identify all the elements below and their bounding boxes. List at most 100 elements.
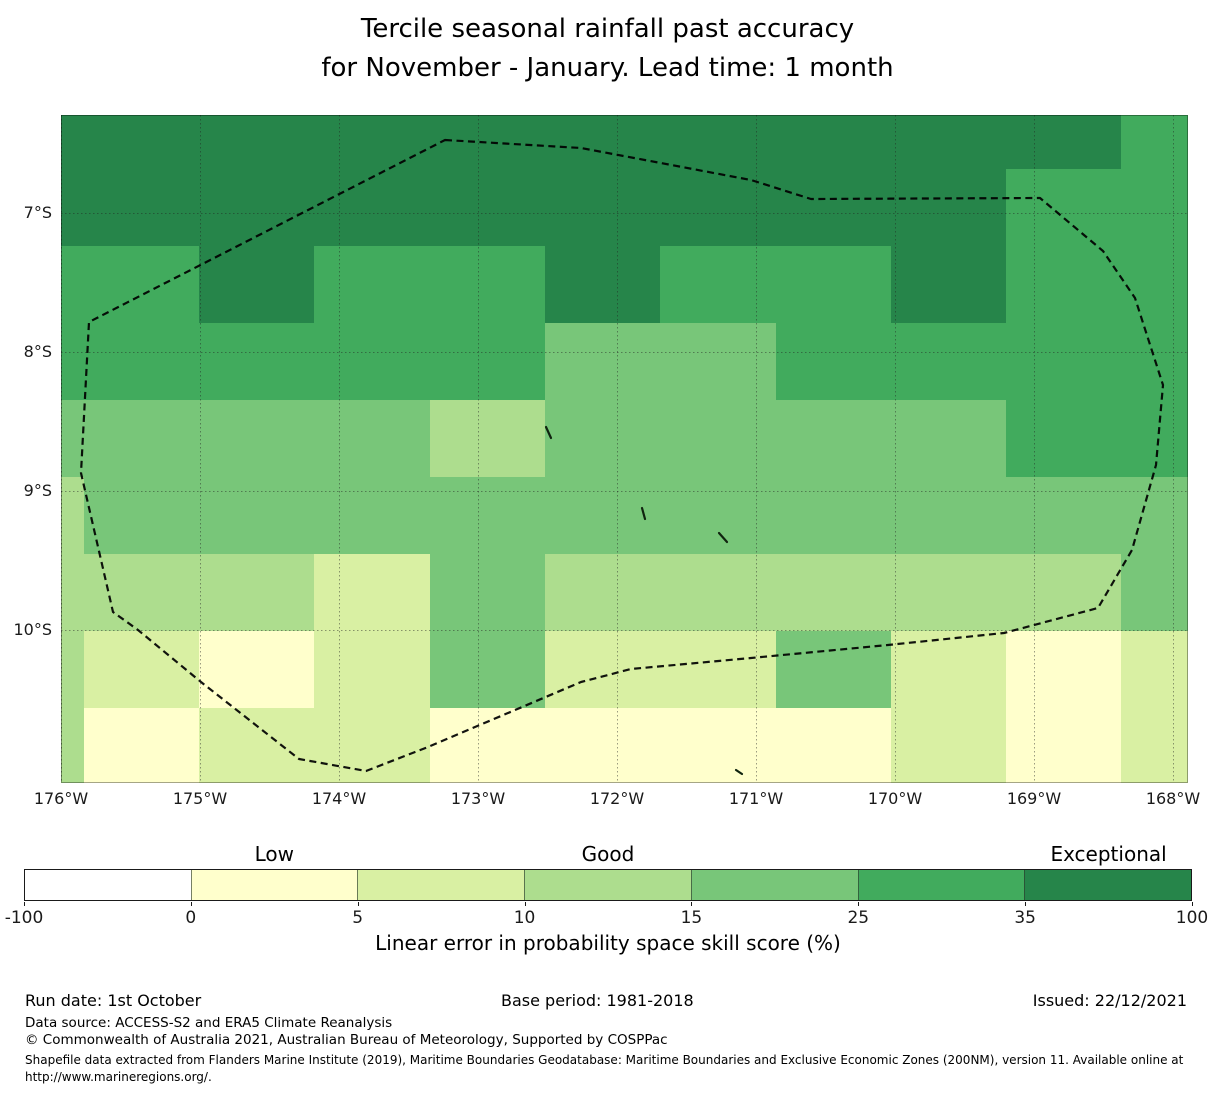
colorbar-segment [357,870,525,900]
map-canvas [61,115,1188,783]
grid-cell [314,246,430,323]
grid-cell [430,169,545,246]
x-tick-label: 169°W [1006,789,1062,808]
grid-cell [430,246,545,323]
grid-cell [660,400,776,477]
colorbar-segment [1024,870,1192,900]
grid-cell [199,554,314,631]
grid-cell [1006,400,1121,477]
colorbar-segment [25,870,191,900]
grid-cell [660,631,776,708]
grid-cell [891,400,1006,477]
grid-cell [660,169,776,246]
colorbar-axis-label: Linear error in probability space skill … [375,931,841,955]
grid-cell [891,631,1006,708]
grid-cell [84,477,199,554]
colorbar-tickmark [858,902,860,906]
grid-cell [430,554,545,631]
x-tick-label: 175°W [172,789,228,808]
x-tick-label: 168°W [1145,789,1201,808]
grid-cell [891,708,1006,783]
grid-cell [660,708,776,783]
grid-cell [61,631,84,708]
grid-cell [199,246,314,323]
colorbar-tickmark [24,902,25,906]
colorbar-tickmark [524,902,526,906]
eez-boundary-dashed [79,138,1165,773]
grid-cell [660,323,776,400]
colorbar-tick-label: 10 [513,908,536,928]
grid-cell [430,400,545,477]
grid-cell [61,400,84,477]
grid-cell [61,246,84,323]
run-date-text: Run date: 1st October [25,991,202,1010]
grid-cell [314,323,430,400]
grid-cell [891,323,1006,400]
grid-cell [1006,323,1121,400]
grid-cell [545,477,660,554]
grid-cell [776,246,891,323]
grid-cell [61,477,84,554]
grid-cell [84,115,199,169]
colorbar-band-label: Good [581,842,635,866]
grid-cell [1006,554,1121,631]
colorbar-tick-label: -100 [4,908,44,928]
issued-date-text: Issued: 22/12/2021 [1032,991,1187,1010]
grid-cell [314,115,430,169]
colorbar-tick-label: 25 [847,908,870,928]
grid-cell [314,708,430,783]
colorbar-segment [857,870,1025,900]
grid-cell [1121,169,1188,246]
grid-cell [1006,708,1121,783]
colorbar-tick-label: 5 [352,908,364,928]
grid-cell [199,477,314,554]
grid-cell [545,323,660,400]
colorbar-tickmark [691,902,693,906]
y-tick-label: 9°S [23,481,52,500]
figure-title-line2: for November - January. Lead time: 1 mon… [321,53,894,83]
grid-cell [1121,246,1188,323]
grid-cell [545,169,660,246]
grid-cell [430,631,545,708]
grid-cell [891,477,1006,554]
x-tick-label: 174°W [311,789,367,808]
colorbar-tick-label: 0 [185,908,197,928]
grid-cell [545,631,660,708]
shapefile-attribution-text: Shapefile data extracted from Flanders M… [25,1053,1184,1084]
colorbar-tick-label: 15 [680,908,703,928]
grid-cell [84,323,199,400]
x-tick-label: 176°W [33,789,89,808]
map-frame [61,115,1188,783]
grid-cell [660,115,776,169]
colorbar-tickmark [357,902,359,906]
map-plot-area [61,115,1188,783]
colorbar-tickmark [190,902,192,906]
grid-cell [84,400,199,477]
grid-cell [430,115,545,169]
grid-cell [430,323,545,400]
grid-cell [891,554,1006,631]
grid-cell [314,554,430,631]
colorbar-segment [190,870,358,900]
grid-cell [1121,554,1188,631]
copyright-text: © Commonwealth of Australia 2021, Austra… [25,1032,668,1048]
colorbar-segment [524,870,691,900]
grid-cell [430,708,545,783]
grid-cell [199,115,314,169]
grid-cell [891,246,1006,323]
colorbar-band-label: Exceptional [1050,842,1167,866]
grid-cell [1121,477,1188,554]
grid-cell [776,400,891,477]
grid-cell [776,631,891,708]
grid-cell [314,169,430,246]
colorbar-segment [690,870,858,900]
grid-cell [1121,400,1188,477]
grid-cell [199,323,314,400]
grid-cell [776,115,891,169]
colorbar [24,869,1192,901]
y-tick-label: 10°S [13,620,52,639]
figure-title: Tercile seasonal rainfall past accuracy … [0,10,1215,88]
grid-cell [1006,115,1121,169]
grid-cell [1006,169,1121,246]
grid-cell [1006,477,1121,554]
